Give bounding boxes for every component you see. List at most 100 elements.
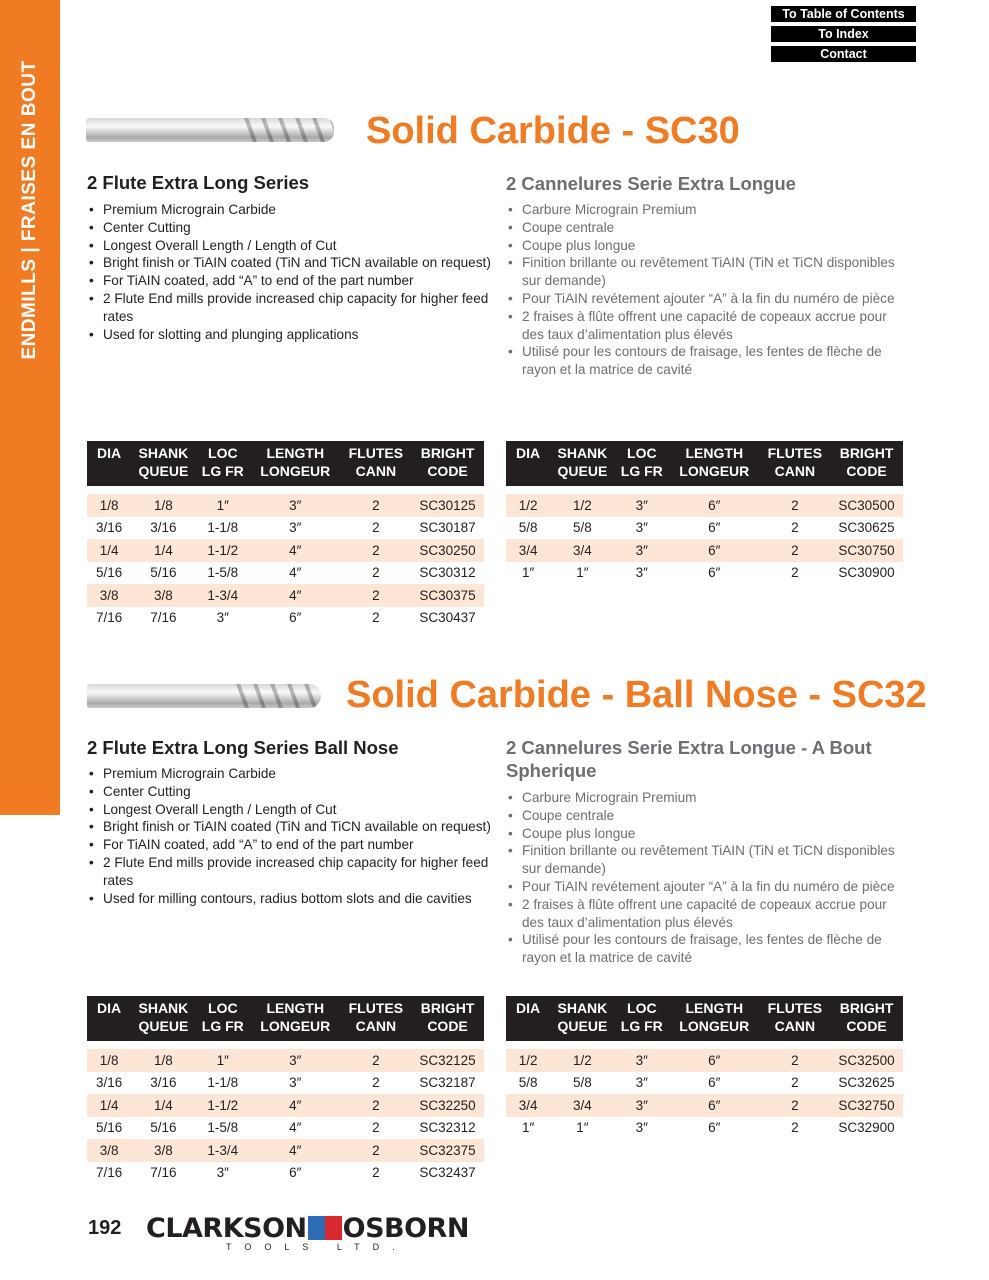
header-line: LENGTH: [266, 1000, 325, 1016]
table-cell: 7/16: [95, 1165, 123, 1181]
table-cell: 1″: [521, 1120, 535, 1136]
table-row: 1/2 1/2 3″ 6″ 2 SC30500: [506, 494, 903, 517]
table-cell: 5/8: [518, 1075, 538, 1091]
bullet-item: Longest Overall Length / Length of Cut: [89, 237, 493, 255]
table-cell: 3″: [289, 1075, 302, 1091]
bullet-item: Longest Overall Length / Length of Cut: [89, 801, 493, 819]
bullet-item: Premium Micrograin Carbide: [89, 201, 493, 219]
table-cell: 5/16: [150, 565, 177, 581]
table-cell: SC32375: [411, 1139, 484, 1162]
section-title: Solid Carbide - Ball Nose - SC32: [346, 674, 927, 716]
header-row: DIA SHANK QUEUE LOC LG FR LENGTH LONGEUR FLUTES…: [87, 996, 484, 1041]
table-cell: 6″: [668, 539, 760, 562]
table-cell: 3″: [614, 1049, 669, 1072]
table-cell: 3/4: [550, 539, 615, 562]
bullet-item: Bright finish or TiAIN coated (TiN and T…: [89, 818, 493, 836]
fr-heading: 2 Cannelures Serie Extra Longue: [506, 173, 796, 194]
column-header: LENGTH LONGEUR: [249, 441, 341, 486]
table-cell: 1″: [576, 565, 589, 581]
table-cell: 1″: [195, 494, 250, 517]
table-cell: 6″: [289, 1165, 302, 1181]
column-header: DIA: [87, 441, 132, 486]
fr-bullets: Carbure Micrograin PremiumCoupe centrale…: [506, 201, 912, 379]
bullet-item: Center Cutting: [89, 783, 493, 801]
column-header: LENGTH LONGEUR: [249, 996, 341, 1041]
table-cell: 2: [372, 1165, 380, 1181]
table-cell: 2: [791, 1120, 799, 1136]
header-line: LENGTH: [685, 445, 744, 461]
table-cell: 2: [372, 565, 380, 581]
table-cell: 5/16: [150, 1120, 177, 1136]
contact-link[interactable]: Contact: [770, 45, 917, 63]
header-line: LG FR: [201, 1018, 244, 1034]
table-cell: 3″: [289, 520, 302, 536]
table-cell: 3/8: [131, 584, 196, 607]
header-line: CODE: [427, 1018, 468, 1034]
toc-link[interactable]: To Table of Contents: [770, 5, 917, 23]
table-cell: 4″: [249, 584, 341, 607]
table-cell: SC30900: [838, 565, 895, 581]
table-cell: 4″: [289, 565, 302, 581]
table-cell: 6″: [708, 520, 721, 536]
table-cell: 3″: [249, 1049, 341, 1072]
table-cell: 1/8: [131, 1049, 196, 1072]
table-cell: 5/8: [573, 1075, 592, 1091]
bullet-item: Finition brillante ou revêtement TiAIN (…: [508, 842, 912, 878]
table-cell: 3/16: [150, 520, 177, 536]
header-line: QUEUE: [557, 463, 608, 479]
column-header: BRIGHT CODE: [830, 441, 903, 486]
header-line: LOC: [627, 1000, 657, 1016]
header-line: LONGEUR: [679, 1018, 750, 1034]
column-header: DIA: [506, 996, 551, 1041]
table-cell: 3/4: [506, 1094, 551, 1117]
table-row: 3/4 3/4 3″ 6″ 2 SC30750: [506, 539, 903, 562]
bullet-item: Carbure Micrograin Premium: [508, 201, 912, 219]
table-cell: 2: [340, 494, 412, 517]
header-line: BRIGHT: [839, 1000, 894, 1016]
table-cell: SC30312: [419, 565, 476, 581]
bullet-item: Center Cutting: [89, 219, 493, 237]
table-row: 5/8 5/8 3″ 6″ 2 SC30625: [506, 517, 903, 540]
spec-table-left: DIA SHANK QUEUE LOC LG FR LENGTH LONGEUR FLUTES…: [87, 441, 484, 629]
column-header: LOC LG FR: [195, 996, 250, 1041]
table-cell: SC32625: [838, 1075, 895, 1091]
table-cell: 3″: [635, 1120, 648, 1136]
table-cell: SC32900: [838, 1120, 895, 1136]
table-cell: 3/8: [131, 1139, 196, 1162]
table-cell: 3″: [635, 565, 648, 581]
section-title: Solid Carbide - SC30: [366, 110, 740, 152]
bullet-item: Carbure Micrograin Premium: [508, 789, 912, 807]
bullet-item: Used for milling contours, radius bottom…: [89, 890, 493, 908]
header-line: LONGEUR: [679, 463, 750, 479]
header-line: QUEUE: [138, 463, 189, 479]
table-cell: 6″: [289, 610, 302, 626]
en-bullets: Premium Micrograin CarbideCenter Cutting…: [87, 765, 493, 907]
table-row: 1/8 1/8 1″ 3″ 2 SC30125: [87, 494, 484, 517]
table-cell: SC30250: [411, 539, 484, 562]
table-cell: 4″: [249, 1094, 341, 1117]
header-line: LOC: [627, 445, 657, 461]
table-cell: SC32187: [419, 1075, 476, 1091]
table-cell: 5/16: [95, 1120, 123, 1136]
spec-table-right: DIA SHANK QUEUE LOC LG FR LENGTH LONGEUR FLUTES…: [506, 996, 903, 1139]
table-cell: 2: [791, 565, 799, 581]
table-cell: SC30375: [411, 584, 484, 607]
table-cell: 1/4: [87, 539, 132, 562]
column-header: BRIGHT CODE: [411, 996, 484, 1041]
en-bullets: Premium Micrograin CarbideCenter Cutting…: [87, 201, 493, 343]
table-row: 5/8 5/8 3″ 6″ 2 SC32625: [506, 1072, 903, 1095]
bullet-item: 2 fraises à flûte offrent une capacité d…: [508, 308, 912, 344]
table-cell: 7/16: [150, 1165, 177, 1181]
table-cell: 6″: [708, 1120, 721, 1136]
table-cell: 1-5/8: [207, 565, 239, 581]
table-cell: SC30437: [419, 610, 476, 626]
table-cell: SC30500: [830, 494, 903, 517]
table-cell: 6″: [668, 1094, 760, 1117]
bullet-item: Utilisé pour les contours de fraisage, l…: [508, 343, 912, 379]
table-row: 3/4 3/4 3″ 6″ 2 SC32750: [506, 1094, 903, 1117]
table-cell: 2: [372, 1075, 380, 1091]
table-row: 1/4 1/4 1-1/2 4″ 2 SC30250: [87, 539, 484, 562]
table-cell: 1/8: [87, 494, 132, 517]
column-header: DIA: [506, 441, 551, 486]
index-link[interactable]: To Index: [770, 25, 917, 43]
